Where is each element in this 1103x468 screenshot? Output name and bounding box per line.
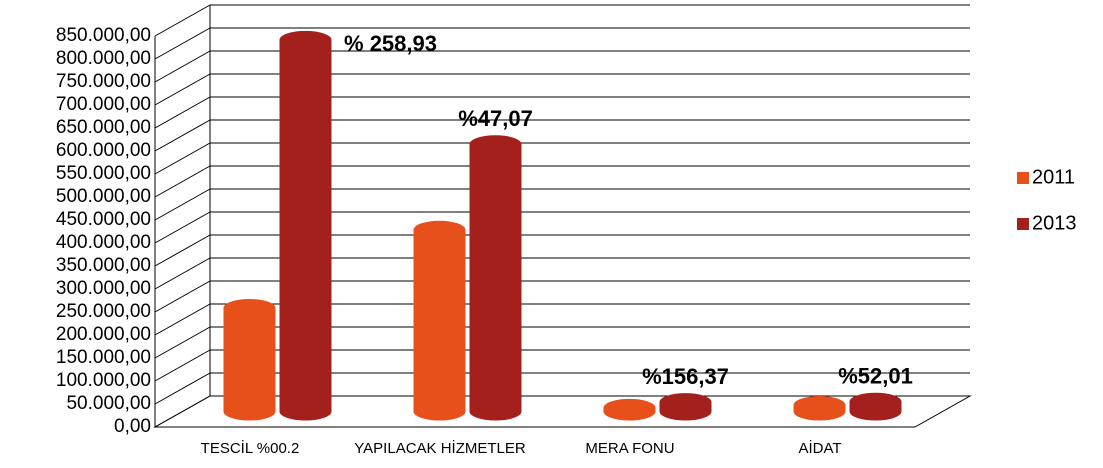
legend-swatch [1017, 172, 1029, 184]
grid-line-side [154, 257, 211, 290]
y-tick-label: 750.000,00 [56, 71, 151, 92]
y-tick-label: 350.000,00 [56, 255, 151, 276]
grid-line-side [154, 119, 211, 152]
cylinder [849, 392, 902, 421]
annotation: % 258,93 [344, 31, 437, 56]
grid-line-side [154, 234, 211, 267]
floor [153, 395, 972, 428]
annotation: %156,37 [642, 364, 729, 389]
y-tick-label: 550.000,00 [56, 163, 151, 184]
y-tick-label: 700.000,00 [56, 94, 151, 115]
y-tick-label: 600.000,00 [56, 140, 151, 161]
grid-line-side [154, 372, 211, 405]
y-tick-label: 250.000,00 [56, 301, 151, 322]
grid-line-side [154, 188, 211, 221]
legend-swatch [1017, 218, 1029, 230]
y-tick-label: 400.000,00 [56, 232, 151, 253]
legend-label: 2013 [1032, 212, 1077, 234]
y-tick-label: 200.000,00 [56, 324, 151, 345]
grid-line-side [154, 326, 211, 359]
cylinder-top [413, 220, 466, 239]
cylinder-top [469, 135, 522, 154]
cylinder-top [603, 398, 656, 417]
grid-line-side [154, 349, 211, 382]
grid-line-side [154, 4, 211, 37]
y-tick-label: 500.000,00 [56, 186, 151, 207]
cylinder [603, 398, 656, 421]
cylinder-body [279, 39, 332, 421]
y-tick-label: 800.000,00 [56, 48, 151, 69]
x-tick-label: AİDAT [798, 439, 841, 457]
x-tick-label: YAPILACAK HİZMETLER [354, 439, 526, 457]
y-tick-label: 0,00 [114, 416, 151, 437]
cylinder [659, 393, 712, 421]
annotation: %52,01 [838, 364, 913, 389]
cylinder-top [793, 396, 846, 415]
cylinder-body [223, 308, 276, 421]
cylinder-top [279, 30, 332, 49]
cylinder-top [223, 299, 276, 317]
grid-line-side [154, 142, 211, 175]
x-tick-label: MERA FONU [585, 440, 674, 457]
cylinder-top [849, 392, 902, 411]
grid-line-side [154, 280, 211, 313]
cylinder-body [413, 229, 466, 421]
x-tick-label: TESCİL %00.2 [201, 439, 300, 457]
grid-line-side [154, 303, 211, 336]
y-tick-label: 450.000,00 [56, 209, 151, 230]
y-tick-label: 650.000,00 [56, 117, 151, 138]
annotation: %47,07 [458, 106, 533, 131]
grid-line-side [154, 96, 211, 129]
cylinder-body [469, 144, 522, 421]
cylinder [223, 299, 276, 421]
grid-line-side [154, 165, 211, 198]
grid-line-side [154, 27, 211, 60]
legend-label: 2011 [1032, 166, 1075, 188]
grid-line-side [154, 395, 211, 428]
y-tick-label: 300.000,00 [56, 278, 151, 299]
y-tick-label: 50.000,00 [66, 393, 151, 414]
y-tick-label: 100.000,00 [56, 370, 151, 391]
cylinder [469, 135, 522, 421]
y-tick-label: 150.000,00 [56, 347, 151, 368]
y-tick-label: 850.000,00 [56, 25, 151, 46]
grid-line-side [154, 73, 211, 106]
grid-line-side [154, 50, 211, 83]
grid-line-side [154, 211, 211, 244]
cylinder [793, 396, 846, 421]
cylinder-top [659, 393, 712, 412]
cylinder [413, 220, 466, 421]
cylinder [279, 30, 332, 421]
